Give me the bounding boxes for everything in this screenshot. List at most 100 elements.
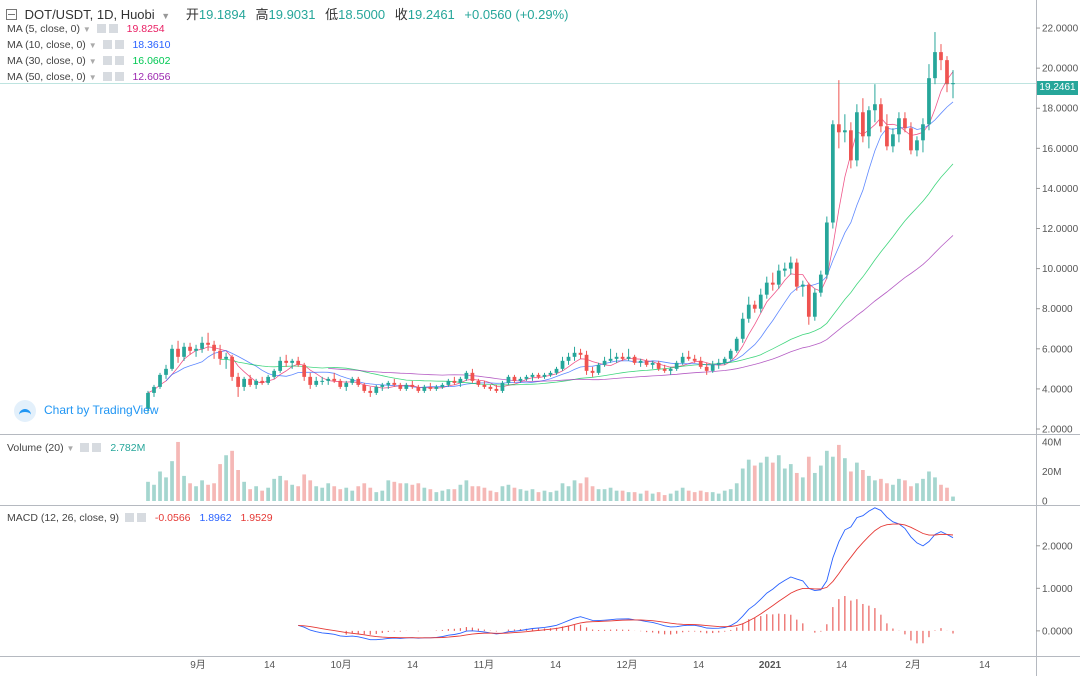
volume-bar bbox=[506, 484, 511, 501]
chevron-down-icon[interactable]: ▼ bbox=[88, 73, 97, 82]
candle-body bbox=[182, 346, 186, 357]
volume-bar bbox=[951, 496, 955, 501]
volume-bar bbox=[500, 486, 505, 501]
candle-body bbox=[945, 60, 949, 85]
price-tick-label: 12.0000 bbox=[1042, 224, 1079, 235]
macd-hist-value: -0.0566 bbox=[154, 512, 191, 524]
settings-icon[interactable] bbox=[80, 443, 90, 452]
volume-bar bbox=[476, 486, 481, 501]
candle-body bbox=[951, 83, 955, 85]
chevron-down-icon[interactable]: ▼ bbox=[88, 41, 97, 50]
volume-bar bbox=[818, 465, 823, 501]
volume-bar bbox=[410, 484, 415, 501]
candle-body bbox=[422, 386, 427, 391]
symbol-title[interactable]: DOT/USDT, 1D, Huobi bbox=[24, 7, 155, 22]
ma-value: 12.6056 bbox=[132, 71, 171, 83]
candle-body bbox=[188, 346, 192, 351]
candle-body bbox=[530, 374, 535, 377]
volume-bar bbox=[710, 492, 715, 501]
candle-body bbox=[236, 376, 240, 387]
candle-body bbox=[891, 134, 895, 147]
volume-bar bbox=[770, 462, 775, 501]
chevron-down-icon[interactable]: ▼ bbox=[161, 11, 171, 21]
volume-bar bbox=[422, 487, 427, 501]
chevron-down-icon[interactable]: ▼ bbox=[82, 25, 91, 34]
time-tick-label: 2021 bbox=[759, 660, 782, 671]
close-icon[interactable] bbox=[92, 443, 102, 452]
chevron-down-icon[interactable]: ▼ bbox=[88, 57, 97, 66]
candle-body bbox=[915, 140, 919, 151]
close-icon[interactable] bbox=[114, 56, 124, 65]
time-tick-label: 14 bbox=[407, 660, 419, 671]
close-icon[interactable] bbox=[114, 40, 124, 49]
volume-bar bbox=[290, 484, 295, 501]
volume-bar bbox=[885, 483, 889, 501]
candle-body bbox=[332, 378, 337, 381]
macd-label: MACD (12, 26, close, 9) bbox=[7, 512, 120, 524]
settings-icon[interactable] bbox=[96, 24, 106, 33]
high-label: 高 bbox=[255, 7, 269, 22]
price-tick-label: 18.0000 bbox=[1042, 104, 1079, 115]
tradingview-watermark[interactable]: Chart by TradingView bbox=[14, 400, 159, 422]
volume-bar bbox=[212, 483, 216, 501]
volume-bar bbox=[236, 470, 240, 501]
candle-body bbox=[794, 262, 799, 287]
ma-legend-row[interactable]: MA (10, close, 0) ▼ 18.3610 bbox=[7, 39, 170, 51]
candle-body bbox=[392, 382, 397, 385]
candle-body bbox=[518, 378, 523, 381]
volume-bar bbox=[524, 490, 529, 501]
candle-body bbox=[548, 372, 553, 375]
volume-bar bbox=[626, 492, 631, 501]
ma-legend-row[interactable]: MA (5, close, 0) ▼ 19.8254 bbox=[7, 23, 165, 35]
volume-bar bbox=[788, 464, 793, 501]
volume-bar bbox=[746, 459, 751, 501]
collapse-square-icon[interactable] bbox=[6, 9, 17, 20]
ma-label: MA (30, close, 0) bbox=[7, 55, 86, 67]
settings-icon[interactable] bbox=[102, 40, 112, 49]
volume-bar bbox=[668, 493, 673, 501]
volume-bar bbox=[386, 480, 391, 501]
ma-legend-row[interactable]: MA (50, close, 0) ▼ 12.6056 bbox=[7, 71, 170, 83]
candle-body bbox=[500, 382, 505, 391]
settings-icon[interactable] bbox=[124, 513, 134, 522]
chevron-down-icon[interactable]: ▼ bbox=[66, 444, 75, 453]
candle-body bbox=[602, 360, 607, 365]
candle-body bbox=[158, 374, 162, 387]
candle-body bbox=[830, 124, 835, 223]
candle-body bbox=[812, 292, 817, 317]
macd-signal-line bbox=[298, 523, 954, 639]
close-icon[interactable] bbox=[114, 72, 124, 81]
volume-bar bbox=[584, 477, 589, 501]
candle-body bbox=[572, 352, 577, 357]
volume-bar bbox=[494, 492, 499, 501]
candle-body bbox=[897, 118, 901, 135]
settings-icon[interactable] bbox=[102, 56, 112, 65]
close-label: 收 bbox=[394, 7, 408, 22]
candle-body bbox=[482, 384, 487, 387]
close-icon[interactable] bbox=[136, 513, 146, 522]
price-tick-label: 10.0000 bbox=[1042, 264, 1079, 275]
volume-legend[interactable]: Volume (20) ▼ 2.782M bbox=[7, 442, 145, 454]
candle-body bbox=[614, 356, 619, 359]
candle-body bbox=[374, 386, 379, 393]
candle-body bbox=[266, 376, 271, 383]
volume-bar bbox=[242, 481, 246, 501]
close-icon[interactable] bbox=[108, 24, 118, 33]
volume-bar bbox=[680, 487, 685, 501]
candle-body bbox=[728, 350, 733, 359]
ma-legend-row[interactable]: MA (30, close, 0) ▼ 16.0602 bbox=[7, 55, 170, 67]
macd-legend[interactable]: MACD (12, 26, close, 9) -0.0566 1.8962 1… bbox=[7, 512, 273, 524]
settings-icon[interactable] bbox=[102, 72, 112, 81]
volume-bar bbox=[434, 492, 439, 501]
candle-body bbox=[320, 380, 325, 382]
volume-bar bbox=[224, 455, 228, 501]
price-tick-label: 2.0000 bbox=[1042, 424, 1073, 435]
candle-body bbox=[314, 380, 319, 385]
volume-bar bbox=[362, 483, 367, 501]
volume-bar bbox=[278, 475, 283, 501]
price-tick-label: 20.0000 bbox=[1042, 64, 1079, 75]
ma-line bbox=[328, 235, 954, 382]
candle-body bbox=[290, 360, 295, 363]
volume-bar bbox=[740, 468, 745, 501]
